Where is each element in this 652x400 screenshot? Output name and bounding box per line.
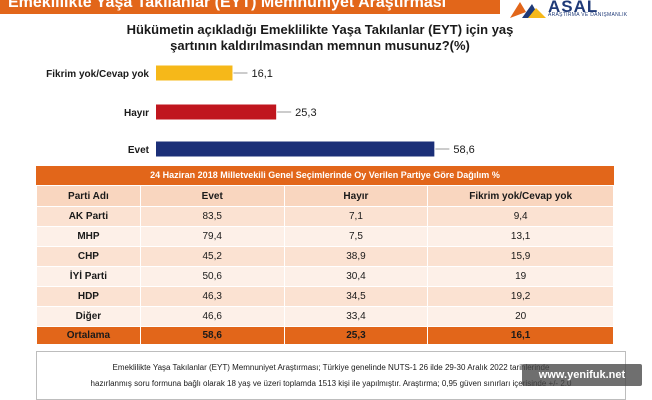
table-row: CHP 45,2 38,9 15,9 bbox=[36, 246, 614, 267]
value-label: 25,3 bbox=[295, 107, 316, 119]
bar-chart: Fikrim yok/Cevap yok 16,1 Hayır 25,3 Evet 58,… bbox=[46, 65, 475, 157]
chart-title: Hükümetin açıkladığı Emeklilikte Yaşa Ta… bbox=[120, 22, 520, 54]
logo-name: ASAL bbox=[548, 0, 599, 16]
table-cell: 34,5 bbox=[283, 286, 429, 307]
table-row: MHP 79,4 7,5 13,1 bbox=[36, 226, 614, 247]
table-cell: 83,5 bbox=[139, 206, 285, 227]
value-label: 58,6 bbox=[453, 144, 474, 156]
table-row: Diğer 46,6 33,4 20 bbox=[36, 306, 614, 327]
bar bbox=[156, 104, 277, 120]
header-cell: Evet bbox=[139, 185, 285, 207]
party-name: AK Parti bbox=[36, 206, 141, 227]
chart-title-line-2: şartının kaldırılmasından memnun musunuz… bbox=[170, 38, 470, 53]
table-header-row: Parti Adı Evet Hayır Fikrim yok/Cevap yo… bbox=[36, 185, 614, 207]
site-watermark: www.yenifuk.net bbox=[522, 364, 642, 386]
methodology-footnote: Emeklilikte Yaşa Takılanlar (EYT) Memnun… bbox=[36, 351, 626, 400]
table-row: İYİ Parti 50,6 30,4 19 bbox=[36, 266, 614, 287]
party-name: CHP bbox=[36, 246, 141, 267]
table-cell: 7,5 bbox=[283, 226, 429, 247]
total-cell: 16,1 bbox=[427, 326, 614, 345]
party-table-grid: Parti Adı Evet Hayır Fikrim yok/Cevap yo… bbox=[36, 185, 614, 345]
bar bbox=[156, 141, 435, 157]
value-label: 16,1 bbox=[251, 68, 272, 80]
total-label: Ortalama bbox=[36, 326, 141, 345]
header-cell: Hayır bbox=[283, 185, 429, 207]
table-cell: 20 bbox=[427, 306, 614, 327]
party-name: HDP bbox=[36, 286, 141, 307]
table-title: 24 Haziran 2018 Milletvekili Genel Seçim… bbox=[36, 166, 614, 185]
table-cell: 13,1 bbox=[427, 226, 614, 247]
party-name: İYİ Parti bbox=[36, 266, 141, 287]
top-banner: Emeklilikte Yaşa Takılanlar (EYT) Memnun… bbox=[0, 0, 500, 14]
table-cell: 30,4 bbox=[283, 266, 429, 287]
total-cell: 58,6 bbox=[139, 326, 285, 345]
table-cell: 45,2 bbox=[139, 246, 285, 267]
category-label: Fikrim yok/Cevap yok bbox=[46, 69, 149, 80]
table-cell: 7,1 bbox=[283, 206, 429, 227]
table-cell: 9,4 bbox=[427, 206, 614, 227]
table-cell: 50,6 bbox=[139, 266, 285, 287]
party-table: 24 Haziran 2018 Milletvekili Genel Seçim… bbox=[36, 166, 614, 345]
chart-title-line-1: Hükümetin açıkladığı Emeklilikte Yaşa Ta… bbox=[126, 22, 514, 37]
banner-title: Emeklilikte Yaşa Takılanlar (EYT) Memnun… bbox=[8, 0, 447, 11]
category-label: Evet bbox=[128, 145, 150, 156]
table-cell: 15,9 bbox=[427, 246, 614, 267]
logo-mark-icon bbox=[510, 2, 546, 18]
table-row: HDP 46,3 34,5 19,2 bbox=[36, 286, 614, 307]
table-total-row: Ortalama 58,6 25,3 16,1 bbox=[36, 326, 614, 345]
bar bbox=[156, 65, 233, 81]
table-cell: 19 bbox=[427, 266, 614, 287]
table-cell: 33,4 bbox=[283, 306, 429, 327]
footnote-line-2: hazırlanmış soru formuna bağlı olarak 18… bbox=[90, 379, 572, 388]
footnote-line-1: Emeklilikte Yaşa Takılanlar (EYT) Memnun… bbox=[112, 363, 550, 372]
party-name: MHP bbox=[36, 226, 141, 247]
table-cell: 38,9 bbox=[283, 246, 429, 267]
header-cell: Fikrim yok/Cevap yok bbox=[427, 185, 614, 207]
table-cell: 46,3 bbox=[139, 286, 285, 307]
table-row: AK Parti 83,5 7,1 9,4 bbox=[36, 206, 614, 227]
party-name: Diğer bbox=[36, 306, 141, 327]
header-cell: Parti Adı bbox=[36, 185, 141, 207]
asal-logo: ASAL ARAŞTIRMA VE DANIŞMANLIK bbox=[508, 0, 648, 22]
table-cell: 79,4 bbox=[139, 226, 285, 247]
table-cell: 46,6 bbox=[139, 306, 285, 327]
category-label: Hayır bbox=[124, 108, 149, 119]
logo-tagline: ARAŞTIRMA VE DANIŞMANLIK bbox=[548, 12, 628, 18]
total-cell: 25,3 bbox=[283, 326, 429, 345]
table-cell: 19,2 bbox=[427, 286, 614, 307]
